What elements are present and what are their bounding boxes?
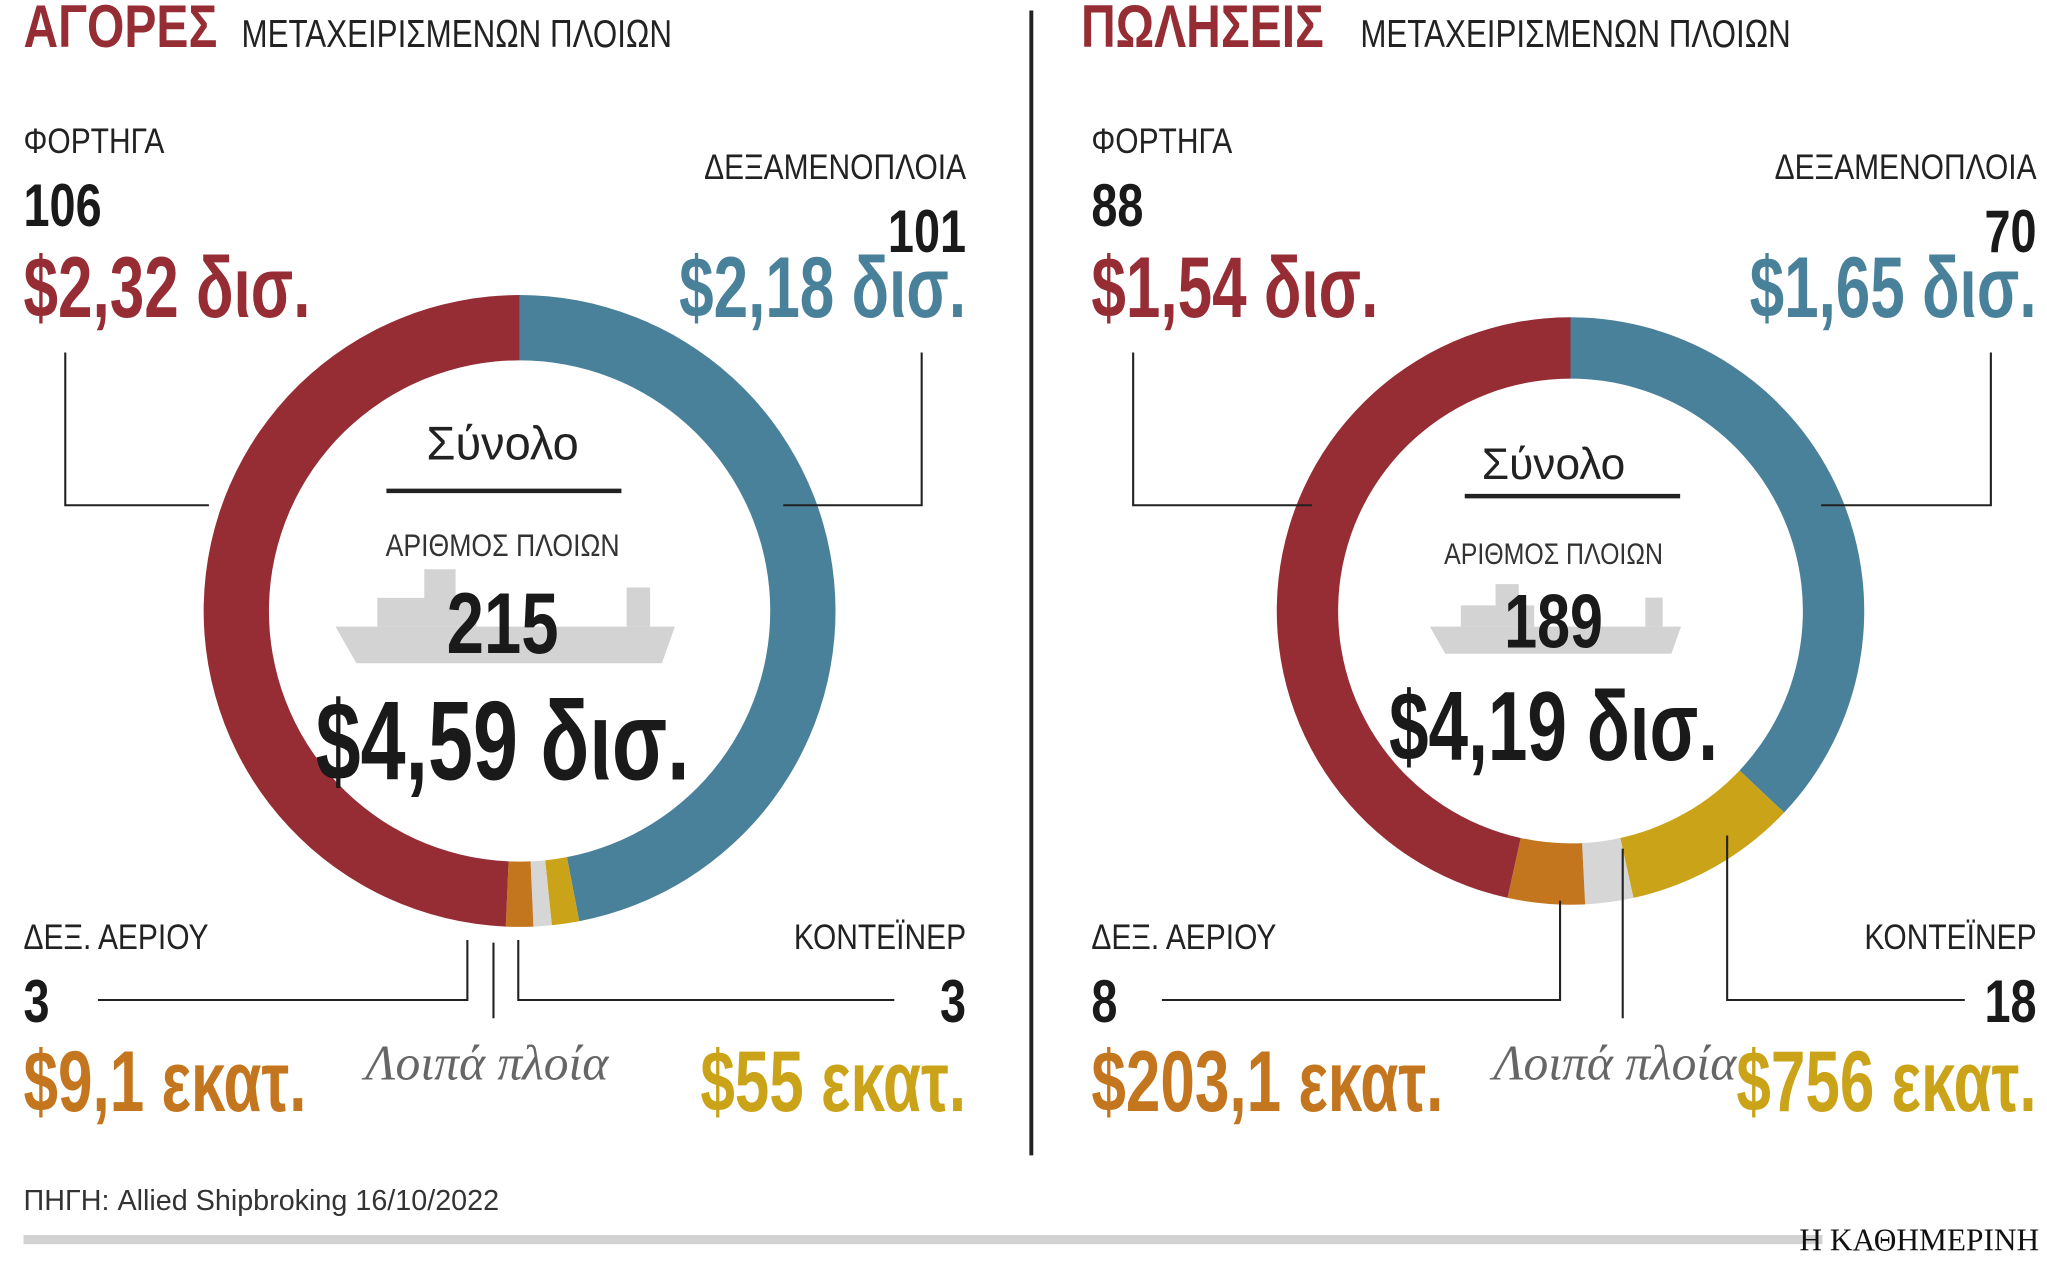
footer-bar — [23, 1235, 1823, 1245]
donut-segment — [505, 861, 534, 927]
amount-label: $1,65 δισ. — [1750, 239, 2037, 335]
source: ΠΗΓΗ: Allied Shipbroking 16/10/2022 — [23, 1185, 499, 1217]
total-value: $4,19 δισ. — [1389, 671, 1718, 781]
leader-line — [1726, 835, 1965, 1002]
count-label: 106 — [23, 172, 101, 239]
ship-hull — [1429, 626, 1682, 654]
leader-line — [1132, 352, 1313, 507]
amount-label: $9,1 εκατ. — [23, 1033, 306, 1129]
amount-label: $2,32 δισ. — [23, 239, 310, 335]
donut-segment — [1582, 837, 1634, 905]
leader-line — [1821, 352, 1992, 507]
category-label: ΔΕΞΑΜΕΝΟΠΛΟΙΑ — [704, 147, 966, 187]
center-subtitle: ΑΡΙΘΜΟΣ ΠΛΟΙΩΝ — [1444, 537, 1663, 570]
leader-line — [1161, 900, 1562, 1002]
category-label: ΔΕΞ. ΑΕΡΙΟΥ — [1091, 917, 1276, 957]
ship-hull — [335, 626, 675, 664]
panel-subtitle: ΜΕΤΑΧΕΙΡΙΣΜΕΝΩΝ ΠΛΟΙΩΝ — [242, 12, 672, 56]
count-label: 70 — [1984, 198, 2036, 265]
panel-title: ΑΓΟΡΕΣ — [23, 0, 217, 60]
ship-icon — [335, 569, 675, 664]
category-label: ΚΟΝΤΕΪΝΕΡ — [794, 917, 966, 957]
panel-subtitle: ΜΕΤΑΧΕΙΡΙΣΜΕΝΩΝ ΠΛΟΙΩΝ — [1360, 12, 1790, 56]
amount-label: $203,1 εκατ. — [1091, 1033, 1443, 1129]
total-count: 189 — [1504, 580, 1603, 665]
amount-label: $2,18 δισ. — [679, 239, 966, 335]
category-label: ΦΟΡΤΗΓΑ — [1091, 120, 1232, 160]
donut-segment — [530, 860, 552, 927]
amount-label: $55 εκατ. — [700, 1033, 966, 1129]
donut-segment — [545, 857, 580, 926]
category-label: ΚΟΝΤΕΪΝΕΡ — [1864, 917, 2036, 957]
category-label: ΔΕΞ. ΑΕΡΙΟΥ — [23, 917, 208, 957]
donut-segment — [1570, 317, 1865, 813]
donut-segment — [1276, 317, 1571, 898]
leader-line — [97, 939, 469, 1002]
amount-label: $1,54 δισ. — [1091, 239, 1378, 335]
donut-segment — [203, 295, 520, 927]
category-label: ΦΟΡΤΗΓΑ — [23, 120, 164, 160]
ship-crane — [626, 587, 651, 627]
ship-bridge — [1460, 584, 1535, 627]
donut-segment — [1507, 837, 1586, 905]
others-label: Λοιπά πλοία — [362, 1036, 610, 1091]
donut-segment — [519, 295, 836, 922]
count-label: 101 — [888, 198, 966, 265]
count-label: 3 — [940, 969, 966, 1036]
ship-crane — [1645, 597, 1663, 627]
center-title: Σύνολο — [1482, 440, 1626, 489]
center-title: Σύνολο — [426, 417, 578, 470]
others-label: Λοιπά πλοία — [1490, 1036, 1738, 1091]
leader-line — [783, 352, 923, 507]
leader-line — [517, 939, 895, 1002]
ship-icon — [1429, 584, 1682, 654]
center-subtitle: ΑΡΙΘΜΟΣ ΠΛΟΙΩΝ — [386, 529, 620, 563]
count-label: 88 — [1091, 172, 1143, 239]
category-label: ΔΕΞΑΜΕΝΟΠΛΟΙΑ — [1775, 147, 2037, 187]
leader-line — [64, 352, 209, 507]
total-value: $4,59 δισ. — [316, 677, 690, 803]
ship-bridge — [377, 569, 477, 627]
donut-segment — [1620, 770, 1785, 898]
panel-title: ΠΩΛΗΣΕΙΣ — [1081, 0, 1324, 60]
brand: Η ΚΑΘΗΜΕΡΙΝΗ — [1799, 1223, 2039, 1258]
count-label: 8 — [1091, 969, 1117, 1036]
count-label: 3 — [23, 969, 49, 1036]
total-count: 215 — [447, 576, 559, 672]
count-label: 18 — [1984, 969, 2036, 1036]
amount-label: $756 εκατ. — [1736, 1033, 2036, 1129]
